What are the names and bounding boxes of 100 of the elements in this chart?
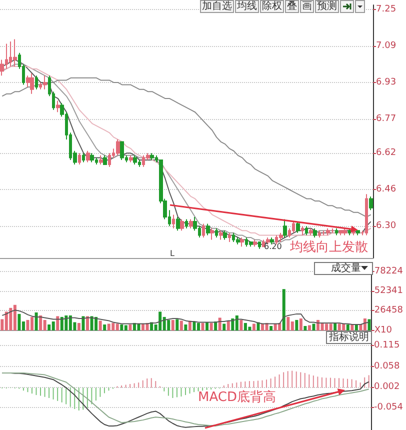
y-tick-label: 78224: [374, 266, 404, 277]
bar: [274, 324, 277, 330]
bar: [304, 326, 307, 330]
candlestick: [335, 228, 338, 236]
candlestick: [270, 236, 274, 245]
candlestick: [253, 239, 257, 248]
candlestick: [133, 154, 137, 166]
candlestick: [86, 150, 90, 163]
bar: [77, 322, 80, 330]
bar: [244, 322, 247, 330]
toolbar-button: 除权: [260, 0, 284, 13]
bar: [39, 315, 42, 330]
candlestick: [116, 138, 120, 156]
bar: [320, 322, 324, 330]
bar: [180, 320, 183, 330]
bar: [176, 319, 179, 330]
bar: [350, 324, 354, 330]
candlestick: [30, 72, 34, 94]
y-tick-label: 0.058: [374, 361, 400, 372]
candlestick: [356, 230, 360, 236]
bar: [363, 318, 366, 330]
dropdown-menu: 成交量: [314, 262, 373, 275]
y-tick-label: 6.77: [376, 114, 396, 124]
candlestick: [305, 226, 308, 236]
candlestick: [180, 218, 184, 232]
annotation: L: [170, 249, 174, 258]
bar: [107, 324, 110, 330]
bar: [290, 321, 294, 330]
bar: [13, 304, 16, 330]
bar: [98, 320, 102, 330]
bar: [34, 312, 38, 330]
candlestick: [129, 154, 133, 163]
candlestick: [189, 218, 193, 229]
y-tick-label: 0.002: [374, 382, 400, 392]
bar: [235, 315, 238, 330]
bar: [52, 321, 55, 330]
candlestick: [228, 232, 231, 243]
bar: [196, 322, 200, 330]
bar: [68, 315, 72, 330]
bar: [240, 320, 243, 330]
y-tick-label: 26458: [374, 306, 404, 316]
candlestick: [202, 223, 205, 238]
bar: [86, 316, 90, 330]
bar: [270, 326, 273, 330]
candlestick: [103, 154, 107, 166]
y-tick-label: 7.25: [376, 4, 396, 15]
bar: [282, 289, 286, 330]
candlestick: [13, 38, 17, 68]
candlestick: [240, 236, 244, 248]
candlestick: [35, 75, 38, 90]
y-tick-label: 6.93: [376, 77, 396, 88]
bar: [120, 324, 124, 330]
candlestick: [215, 228, 218, 238]
bar: [94, 316, 98, 330]
bar: [354, 324, 358, 330]
candlestick: [99, 154, 103, 166]
toolbar-button: 指标说明: [326, 331, 372, 344]
candlestick: [365, 194, 368, 236]
candlestick: [249, 242, 253, 248]
bar: [18, 314, 21, 330]
candlestick: [78, 152, 81, 166]
candlestick: [172, 214, 175, 229]
toolbar-button: 叠: [285, 0, 299, 13]
bar: [158, 312, 162, 330]
candlestick: [206, 223, 210, 236]
y-tick-label: 6.46: [376, 184, 396, 195]
bar: [312, 324, 316, 330]
candlestick: [348, 228, 351, 236]
candlestick: [185, 218, 188, 229]
bar: [128, 324, 132, 330]
candlestick: [223, 230, 227, 240]
annotation: 均线向上发散: [290, 240, 368, 255]
bar: [103, 324, 106, 330]
bar: [325, 324, 328, 330]
toolbar-button: 加自选: [200, 0, 234, 13]
candlestick: [309, 228, 313, 236]
line-series: [2, 310, 370, 325]
bar: [90, 316, 94, 330]
candlestick: [236, 236, 240, 245]
bar: [112, 322, 115, 330]
toolbar-button: 均线: [235, 0, 259, 13]
annotation: MACD底背高: [198, 390, 276, 405]
candlestick: [43, 75, 47, 90]
y-tick-label: X10: [374, 326, 392, 336]
candlestick: [313, 228, 317, 238]
bar: [201, 322, 204, 330]
annotation: 成交量: [331, 263, 361, 274]
bar: [248, 326, 252, 330]
annotation: 6.20: [264, 242, 282, 251]
candlestick: [108, 152, 111, 168]
candlestick: [318, 230, 321, 238]
bar: [299, 318, 302, 330]
candlestick: [82, 152, 85, 163]
candlestick: [343, 228, 347, 236]
y-tick-label: 6.62: [376, 148, 396, 158]
candlestick: [369, 196, 373, 211]
bar: [342, 324, 346, 330]
bar: [43, 320, 46, 330]
bar: [334, 322, 337, 330]
candlestick: [176, 216, 180, 232]
